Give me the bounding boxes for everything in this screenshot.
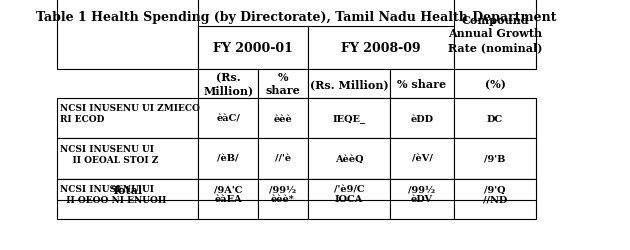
Text: èàEA: èàEA [214, 195, 242, 204]
Bar [198, 70, 258, 98]
Bar [308, 179, 390, 219]
Text: /'è9/C: /'è9/C [334, 185, 364, 194]
Text: AèèQ: AèèQ [335, 154, 364, 163]
Bar [57, 0, 198, 70]
Text: /èB/: /èB/ [217, 154, 239, 163]
Bar [308, 70, 390, 98]
Bar [390, 179, 454, 219]
Text: FY 2000-01: FY 2000-01 [214, 42, 293, 54]
Bar [390, 139, 454, 179]
Bar [390, 70, 454, 98]
Bar [198, 179, 258, 200]
Text: /9A'C: /9A'C [214, 185, 243, 194]
Text: NCSI INUSENU UI
    II OEOAL STOI Z: NCSI INUSENU UI II OEOAL STOI Z [60, 144, 158, 164]
Text: Compound
Annual Growth
Rate (nominal): Compound Annual Growth Rate (nominal) [448, 14, 542, 53]
Text: èDV: èDV [411, 195, 433, 204]
Bar [454, 98, 536, 139]
Text: /9'B: /9'B [484, 154, 506, 163]
Text: /èV/: /èV/ [411, 154, 432, 163]
Text: èàC/: èàC/ [216, 114, 240, 123]
Text: (Rs. Million): (Rs. Million) [310, 78, 388, 90]
Bar [454, 139, 536, 179]
Text: èèè: èèè [273, 114, 292, 123]
Bar [258, 179, 308, 200]
Text: %
share: % share [265, 72, 301, 96]
Bar [308, 26, 454, 70]
Text: /99½: /99½ [269, 185, 297, 194]
Bar [57, 179, 198, 219]
Text: /99½: /99½ [408, 185, 435, 194]
Bar [198, 98, 258, 139]
Bar [57, 98, 198, 139]
Bar [390, 98, 454, 139]
Bar [198, 26, 308, 70]
Bar [258, 70, 308, 98]
Bar [454, 179, 536, 200]
Bar [57, 179, 198, 200]
Text: NCSI INUSENU UI ZMIECO
RI ECOD: NCSI INUSENU UI ZMIECO RI ECOD [60, 104, 200, 124]
Text: Total: Total [112, 184, 144, 195]
Text: Table 1 Health Spending (by Directorate), Tamil Nadu Health Department: Table 1 Health Spending (by Directorate)… [37, 11, 557, 24]
Text: DC: DC [487, 114, 503, 123]
Text: /9'Q: /9'Q [484, 185, 506, 194]
Bar [57, 139, 198, 179]
Bar [258, 179, 308, 219]
Bar [308, 179, 390, 200]
Text: IEQE_: IEQE_ [333, 114, 365, 123]
Bar [308, 98, 390, 139]
Bar [454, 179, 536, 219]
Bar [308, 139, 390, 179]
Bar [390, 179, 454, 200]
Bar [454, 0, 536, 70]
Text: //ΝD: //ΝD [483, 195, 507, 204]
Text: //'è: //'è [275, 154, 291, 163]
Text: % share: % share [398, 78, 447, 90]
Text: IOCA: IOCA [335, 195, 364, 204]
Text: NCSI INUSENU UI
  II OEOO NI ENUOII: NCSI INUSENU UI II OEOO NI ENUOII [60, 184, 166, 204]
Text: (%): (%) [484, 78, 505, 90]
Bar [258, 98, 308, 139]
Text: èDD: èDD [411, 114, 433, 123]
Text: (Rs.
Million): (Rs. Million) [203, 72, 253, 96]
Text: èèè*: èèè* [271, 195, 295, 204]
Text: FY 2008-09: FY 2008-09 [341, 42, 421, 54]
Bar [198, 139, 258, 179]
Bar [198, 179, 258, 219]
Bar [258, 139, 308, 179]
